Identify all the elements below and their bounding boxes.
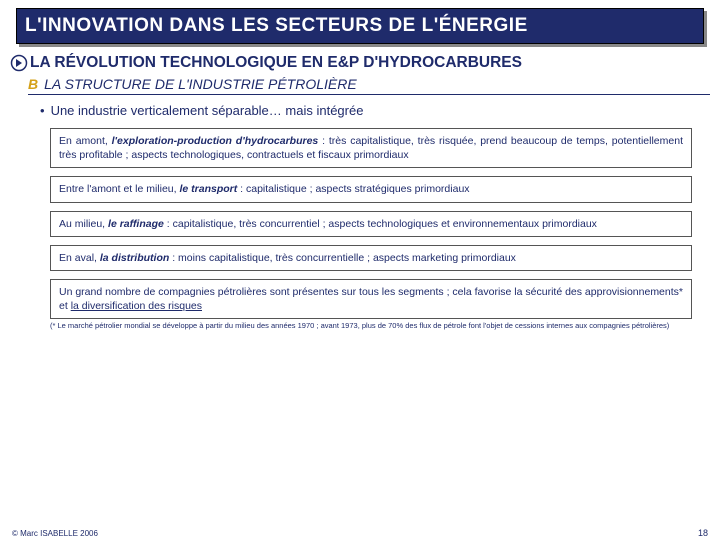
box-rest: : capitalistique ; aspects stratégiques …: [237, 183, 469, 195]
box-amont: En amont, l'exploration-production d'hyd…: [50, 128, 692, 168]
summary-underlined: la diversification des risques: [71, 300, 202, 312]
subsection-prefix: B: [28, 76, 38, 92]
box-lead: Entre l'amont et le milieu,: [59, 183, 179, 195]
box-rest: : moins capitalistique, très concurrenti…: [169, 252, 516, 264]
box-rest: : capitalistique, très concurrentiel ; a…: [164, 218, 597, 230]
copyright: © Marc ISABELLE 2006: [12, 529, 98, 538]
bullet-row: • Une industrie verticalement séparable……: [40, 103, 702, 118]
box-summary: Un grand nombre de compagnies pétrolière…: [50, 279, 692, 319]
page-number: 18: [698, 528, 708, 538]
box-lead: En amont,: [59, 135, 112, 147]
box-lead: Au milieu,: [59, 218, 108, 230]
box-term: l'exploration-production d'hydrocarbures: [112, 135, 319, 147]
slide-title: L'INNOVATION DANS LES SECTEURS DE L'ÉNER…: [25, 15, 695, 37]
section-title: LA RÉVOLUTION TECHNOLOGIQUE EN E&P D'HYD…: [30, 54, 522, 72]
bullet-text: Une industrie verticalement séparable… m…: [51, 103, 364, 118]
box-term: le transport: [179, 183, 237, 195]
box-raffinage: Au milieu, le raffinage : capitalistique…: [50, 211, 692, 237]
bullet-icon: •: [40, 103, 45, 118]
footnote: (* Le marché pétrolier mondial se dévelo…: [50, 321, 692, 330]
box-term: le raffinage: [108, 218, 164, 230]
title-bar: L'INNOVATION DANS LES SECTEURS DE L'ÉNER…: [16, 8, 704, 44]
slide: L'INNOVATION DANS LES SECTEURS DE L'ÉNER…: [0, 8, 720, 540]
box-term: la distribution: [100, 252, 169, 264]
content-boxes: En amont, l'exploration-production d'hyd…: [50, 128, 692, 319]
arrow-right-icon: [10, 54, 28, 72]
subsection-title: LA STRUCTURE DE L'INDUSTRIE PÉTROLIÈRE: [44, 76, 357, 92]
section-row: LA RÉVOLUTION TECHNOLOGIQUE EN E&P D'HYD…: [10, 54, 710, 72]
box-transport: Entre l'amont et le milieu, le transport…: [50, 176, 692, 202]
box-lead: En aval,: [59, 252, 100, 264]
box-distribution: En aval, la distribution : moins capital…: [50, 245, 692, 271]
subsection-row: B LA STRUCTURE DE L'INDUSTRIE PÉTROLIÈRE: [28, 76, 710, 95]
